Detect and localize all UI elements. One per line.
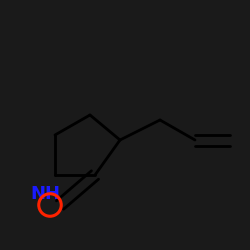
Text: NH: NH — [30, 185, 60, 203]
